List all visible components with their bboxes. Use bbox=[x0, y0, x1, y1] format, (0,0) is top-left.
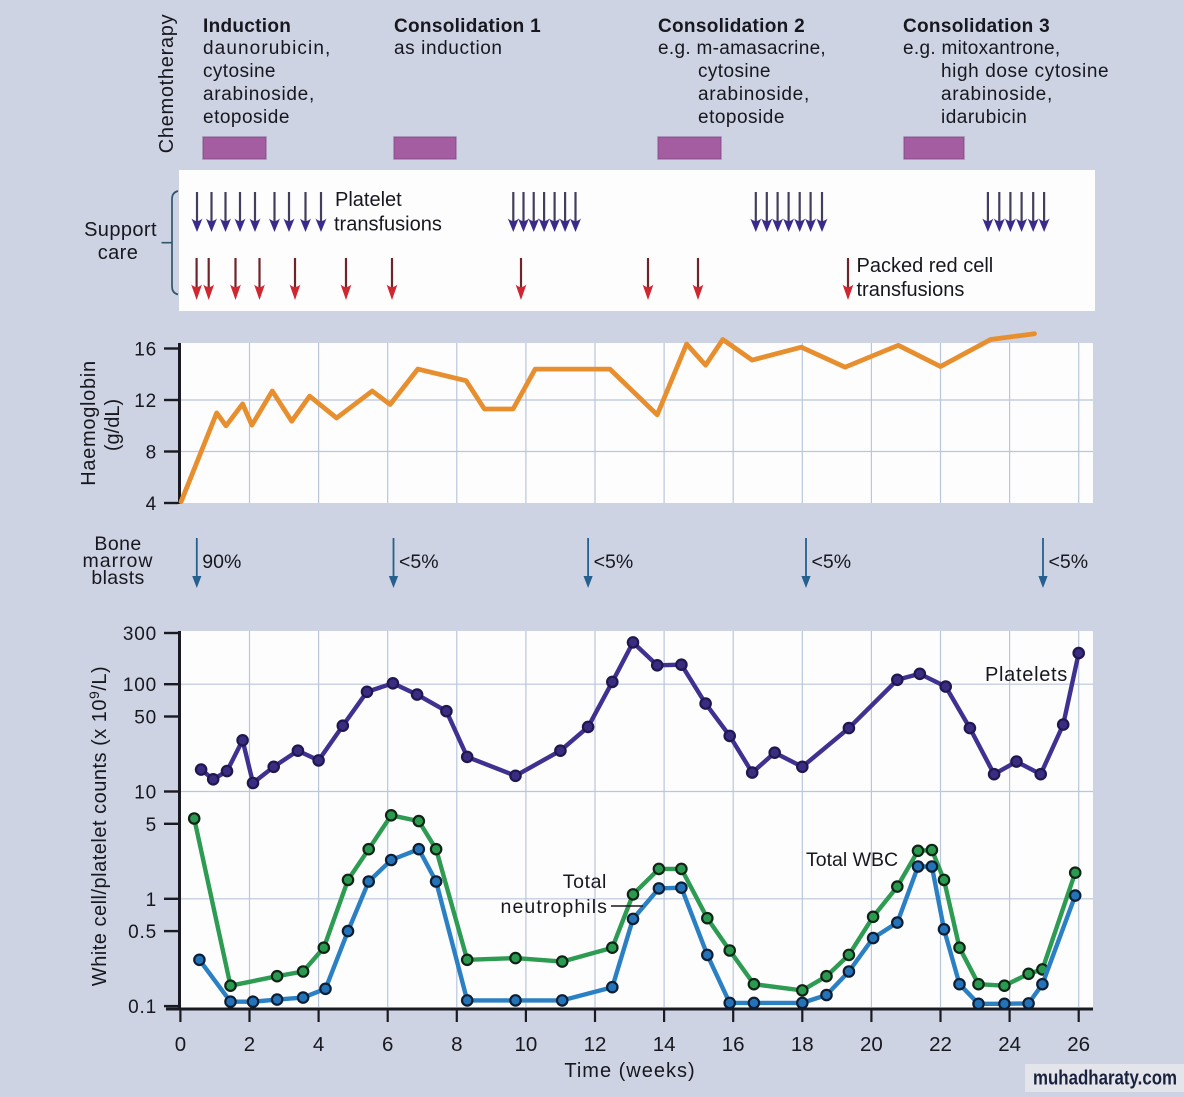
svg-text:muhadharaty.com: muhadharaty.com bbox=[1033, 1068, 1177, 1090]
svg-text:0.1: 0.1 bbox=[128, 997, 157, 1018]
svg-text:etoposide: etoposide bbox=[203, 107, 290, 128]
svg-text:blasts: blasts bbox=[91, 567, 144, 589]
svg-text:<5%: <5% bbox=[1049, 551, 1089, 573]
svg-text:Platelet: Platelet bbox=[335, 189, 402, 211]
svg-text:arabinoside,: arabinoside, bbox=[698, 84, 810, 105]
svg-text:12: 12 bbox=[584, 1033, 607, 1056]
svg-text:Chemotherapy: Chemotherapy bbox=[156, 14, 178, 154]
svg-text:8: 8 bbox=[451, 1033, 462, 1056]
svg-text:10: 10 bbox=[134, 783, 157, 804]
svg-text:16: 16 bbox=[722, 1033, 745, 1056]
svg-text:idarubicin: idarubicin bbox=[941, 107, 1027, 128]
svg-text:e.g. m-amasacrine,: e.g. m-amasacrine, bbox=[658, 38, 826, 59]
svg-text:0.5: 0.5 bbox=[128, 922, 157, 943]
svg-text:daunorubicin,: daunorubicin, bbox=[203, 38, 331, 59]
svg-text:Consolidation 1: Consolidation 1 bbox=[394, 16, 541, 37]
svg-text:Consolidation 3: Consolidation 3 bbox=[903, 16, 1050, 37]
svg-text:<5%: <5% bbox=[594, 551, 634, 573]
svg-text:8: 8 bbox=[146, 443, 157, 464]
svg-text:12: 12 bbox=[134, 391, 157, 412]
svg-text:Time (weeks): Time (weeks) bbox=[564, 1060, 695, 1082]
svg-text:300: 300 bbox=[123, 624, 157, 645]
svg-text:18: 18 bbox=[791, 1033, 814, 1056]
svg-text:<5%: <5% bbox=[812, 551, 852, 573]
svg-text:marrow: marrow bbox=[82, 550, 153, 572]
svg-text:14: 14 bbox=[653, 1033, 676, 1056]
svg-text:90%: 90% bbox=[202, 551, 241, 573]
svg-text:Induction: Induction bbox=[203, 16, 291, 37]
svg-text:Platelets: Platelets bbox=[985, 664, 1068, 686]
svg-text:Total WBC: Total WBC bbox=[806, 849, 898, 871]
svg-text:transfusions: transfusions bbox=[857, 279, 965, 301]
svg-text:as induction: as induction bbox=[394, 38, 503, 59]
svg-text:care: care bbox=[98, 242, 139, 264]
svg-text:4: 4 bbox=[313, 1033, 324, 1056]
svg-text:20: 20 bbox=[860, 1033, 883, 1056]
svg-text:50: 50 bbox=[134, 708, 157, 729]
svg-text:cytosine: cytosine bbox=[698, 61, 771, 82]
svg-text:Packed red cell: Packed red cell bbox=[857, 255, 994, 277]
svg-text:(g/dL): (g/dL) bbox=[102, 399, 124, 451]
svg-text:etoposide: etoposide bbox=[698, 107, 785, 128]
svg-text:16: 16 bbox=[134, 340, 157, 361]
svg-text:arabinoside,: arabinoside, bbox=[941, 84, 1053, 105]
svg-text:10: 10 bbox=[514, 1033, 537, 1056]
svg-text:22: 22 bbox=[929, 1033, 952, 1056]
svg-text:6: 6 bbox=[382, 1033, 393, 1056]
svg-text:4: 4 bbox=[146, 494, 157, 515]
svg-text:neutrophils: neutrophils bbox=[501, 896, 609, 918]
svg-text:high dose cytosine: high dose cytosine bbox=[941, 61, 1109, 82]
svg-text:24: 24 bbox=[998, 1033, 1021, 1056]
svg-text:Total: Total bbox=[563, 871, 607, 893]
svg-text:arabinoside,: arabinoside, bbox=[203, 84, 315, 105]
svg-text:5: 5 bbox=[146, 815, 157, 836]
svg-text:transfusions: transfusions bbox=[334, 214, 442, 236]
svg-text:e.g. mitoxantrone,: e.g. mitoxantrone, bbox=[903, 38, 1060, 59]
svg-text:0: 0 bbox=[175, 1033, 186, 1056]
svg-text:Consolidation 2: Consolidation 2 bbox=[658, 16, 805, 37]
svg-text:Support: Support bbox=[84, 219, 157, 241]
svg-text:Haemoglobin: Haemoglobin bbox=[78, 360, 100, 486]
svg-text:1: 1 bbox=[146, 890, 157, 911]
svg-text:2: 2 bbox=[244, 1033, 255, 1056]
svg-text:Bone: Bone bbox=[94, 533, 141, 555]
svg-text:<5%: <5% bbox=[399, 551, 439, 573]
svg-text:White cell/platelet counts (x: White cell/platelet counts (x 109/L) bbox=[86, 666, 111, 986]
svg-text:26: 26 bbox=[1067, 1033, 1090, 1056]
svg-text:cytosine: cytosine bbox=[203, 61, 276, 82]
svg-text:100: 100 bbox=[123, 675, 157, 696]
